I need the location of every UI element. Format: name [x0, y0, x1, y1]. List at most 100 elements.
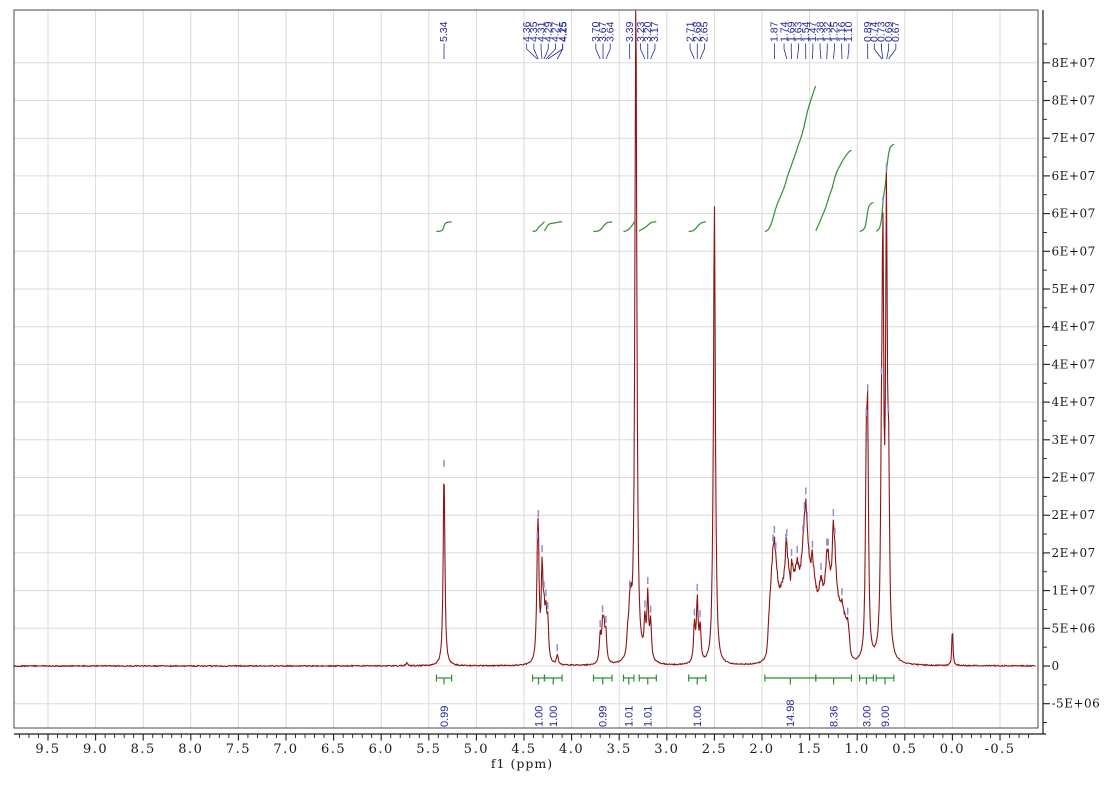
- peak-label-leader: [873, 43, 883, 60]
- x-axis-tick-label: 9.0: [83, 742, 108, 757]
- y-axis-tick-label: 0: [1052, 659, 1060, 673]
- peak-label-leader: [847, 43, 850, 60]
- x-axis-tick-label: 0.5: [892, 742, 917, 757]
- peak-label: 1.38: [814, 21, 826, 42]
- peak-label: 1.74: [778, 21, 790, 42]
- plot-frame: [13, 9, 1039, 729]
- y-axis-tick-label: -5E+06: [1052, 697, 1101, 711]
- peak-label-leader: [881, 43, 884, 60]
- peak-label: 3.70: [590, 21, 602, 42]
- integral-curve: [875, 143, 895, 232]
- integral-bracket: [543, 674, 563, 685]
- integral-value: 1.01: [624, 706, 636, 727]
- peak-label: 1.54: [800, 21, 812, 42]
- x-axis-tick-label: 9.5: [35, 742, 60, 757]
- y-axis-tick-label: 2E+07: [1052, 546, 1096, 560]
- x-axis-tick-label: 7.0: [273, 742, 298, 757]
- x-axis-tick-label: 1.5: [797, 742, 822, 757]
- peak-label: 5.34: [438, 21, 450, 42]
- peak-label-leader: [595, 43, 601, 60]
- peak-label: 4.27: [550, 21, 562, 42]
- x-axis-tick-label: 8.0: [178, 742, 203, 757]
- integral-bracket: [592, 674, 613, 685]
- peak-pick-marks: [443, 163, 890, 652]
- x-axis-tick-label: 5.0: [464, 742, 489, 757]
- integral-curve: [532, 221, 545, 233]
- peak-label-leader: [545, 43, 556, 60]
- integral-value: 0.99: [598, 706, 610, 727]
- y-axis-tick-label: 1E+07: [1052, 584, 1096, 598]
- y-axis-tick-label: 2E+07: [1052, 508, 1096, 522]
- peak-label-leader: [819, 43, 822, 60]
- peak-label-leader: [886, 43, 890, 60]
- x-axis-tick-label: 6.5: [321, 742, 346, 757]
- integral-curves: [436, 85, 895, 233]
- y-axis-tick-label: 6E+07: [1052, 244, 1096, 258]
- gridlines: [14, 10, 1038, 728]
- peak-label-leader: [540, 43, 543, 60]
- integral-value: 8.36: [828, 706, 840, 727]
- peak-label-leader: [826, 43, 828, 60]
- integral-bracket: [875, 674, 895, 685]
- peak-label: 1.47: [807, 21, 819, 42]
- integral-bracket: [815, 674, 853, 685]
- x-axis-tick-label: 4.0: [559, 742, 584, 757]
- integral-value: 9.00: [880, 706, 892, 727]
- peak-label: 4.29: [542, 21, 554, 42]
- x-axis-tick-label: 8.5: [131, 742, 156, 757]
- x-axis-tick-label: 6.0: [369, 742, 394, 757]
- integral-value: 1.00: [692, 706, 704, 727]
- peak-label: 0.89: [862, 21, 874, 42]
- peak-label: 2.68: [691, 21, 703, 42]
- integral-bracket: [764, 674, 817, 685]
- integral-curve: [593, 221, 613, 233]
- peak-label: 2.71: [684, 21, 696, 42]
- peak-label: 3.23: [635, 21, 647, 42]
- integral-value: 0.99: [439, 706, 451, 727]
- integral-value: 1.00: [533, 706, 545, 727]
- peak-label: 2.65: [699, 21, 711, 42]
- peak-label-leader: [543, 43, 549, 60]
- peak-label: 3.20: [642, 21, 654, 42]
- peak-label: 1.16: [836, 21, 848, 42]
- integral-value: 14.98: [785, 699, 797, 727]
- peak-label: 0.74: [868, 21, 880, 42]
- y-axis-tick-label: 5E+07: [1052, 282, 1096, 296]
- peak-labels: 5.34 4.364.354.314.294.274.254.15 3.703.67…: [438, 21, 902, 60]
- peak-label-leader: [605, 43, 611, 60]
- integral-curve: [436, 221, 452, 233]
- x-axis-tick-label: 3.0: [654, 742, 679, 757]
- peak-label-leader: [689, 43, 695, 60]
- integral-bracket: [858, 674, 874, 685]
- integral-region-labels: 0.99 1.00 1.00 0.99 1.01 1.01 1.00 14.98 8.36 3.0…: [435, 674, 895, 727]
- peak-label: 1.10: [843, 21, 855, 42]
- integral-value: 1.00: [548, 706, 560, 727]
- integral-curve: [638, 221, 657, 232]
- peak-label: 4.35: [528, 21, 540, 42]
- integral-curve: [543, 221, 563, 232]
- x-axis-tick-label: 5.5: [416, 742, 441, 757]
- peak-label: 3.17: [649, 21, 661, 42]
- y-axis-tick-label: 8E+07: [1052, 94, 1096, 108]
- integral-bracket: [531, 674, 546, 685]
- peak-label: 3.64: [604, 21, 616, 42]
- x-axis-tick-label: -0.5: [984, 742, 1015, 757]
- x-axis: 9.5 9.0 8.5 8.0 7.5 7.0 6.5 6.0 5.5 5.0 4.5 4.0 3.5 3…: [14, 733, 1046, 771]
- integral-value: 1.01: [643, 706, 655, 727]
- peak-label: 0.67: [890, 21, 902, 42]
- peak-label-leader: [833, 43, 835, 60]
- spectrum-trace: [13, 10, 1036, 668]
- peak-label: 4.15: [557, 21, 569, 42]
- integral-value: 3.00: [861, 706, 873, 727]
- peak-label-leader: [783, 43, 788, 60]
- integral-bracket: [435, 674, 453, 685]
- peak-label: 4.31: [535, 21, 547, 42]
- y-axis: 8E+07 8E+07 7E+07 6E+07 6E+07 6E+07 5E+07 4E+07…: [1042, 10, 1101, 734]
- x-axis-tick-label: 1.0: [845, 742, 870, 757]
- integral-bracket: [622, 674, 635, 685]
- y-axis-tick-label: 8E+07: [1052, 56, 1096, 70]
- peak-label-leader: [556, 43, 564, 60]
- y-axis-tick-label: 3E+07: [1052, 433, 1096, 447]
- y-axis-tick-label: 5E+06: [1052, 621, 1096, 635]
